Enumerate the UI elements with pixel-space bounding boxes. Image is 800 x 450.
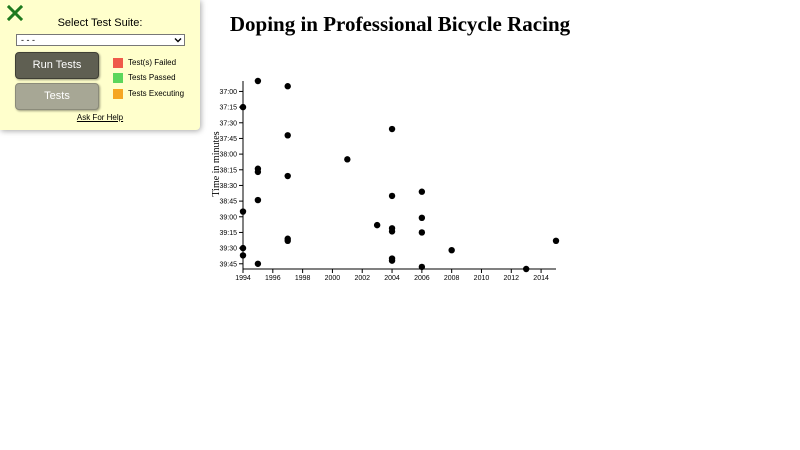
data-point[interactable] — [284, 83, 291, 90]
passed-swatch-icon — [113, 73, 123, 83]
chevron-down-icon — [174, 38, 182, 43]
x-tick-label: 2004 — [384, 275, 400, 282]
close-icon[interactable] — [7, 5, 23, 21]
data-point[interactable] — [418, 214, 426, 222]
y-axis-title: Time in minutes — [211, 131, 222, 196]
y-tick-label: 37:00 — [219, 89, 237, 96]
x-tick-label: 2000 — [325, 275, 341, 282]
data-point[interactable] — [418, 263, 426, 271]
y-tick-label: 38:30 — [219, 183, 237, 190]
x-tick-label: 2010 — [474, 275, 490, 282]
legend-item-passed: Tests Passed — [113, 73, 176, 83]
x-tick-label: 2012 — [503, 275, 519, 282]
chart-title: Doping in Professional Bicycle Racing — [229, 12, 571, 36]
x-tick-label: 2002 — [354, 275, 370, 282]
data-point[interactable] — [284, 172, 291, 180]
x-tick-label: 2008 — [444, 275, 460, 282]
data-point[interactable] — [344, 156, 351, 163]
data-point[interactable] — [388, 257, 396, 264]
data-point[interactable] — [418, 188, 426, 195]
data-point[interactable] — [254, 260, 262, 267]
legend-label-passed: Tests Passed — [128, 73, 176, 82]
test-panel: Select Test Suite: - - - Run Tests Tests… — [0, 0, 200, 130]
axes: 37:00 37:15 37:30 37:45 38:00 38:15 38:30 38:45… — [211, 81, 556, 282]
x-tick-label: 2006 — [414, 275, 430, 282]
data-point[interactable] — [552, 237, 560, 244]
x-tick-label: 1996 — [265, 275, 281, 282]
ask-for-help-link[interactable]: Ask For Help — [76, 113, 124, 122]
legend-label-executing: Tests Executing — [128, 89, 185, 98]
y-tick-label: 39:00 — [219, 214, 237, 221]
x-tick-label: 1994 — [235, 275, 251, 282]
tests-button[interactable]: Tests — [15, 83, 99, 110]
data-point[interactable] — [522, 265, 530, 273]
y-tick-label: 39:45 — [219, 261, 237, 268]
data-point[interactable] — [284, 237, 291, 244]
data-point[interactable] — [448, 247, 455, 254]
data-point[interactable] — [239, 208, 247, 215]
data-point[interactable] — [254, 168, 262, 176]
run-tests-button[interactable]: Run Tests — [15, 52, 99, 79]
data-points — [239, 77, 560, 273]
data-point[interactable] — [284, 132, 291, 139]
x-tick-label: 2014 — [533, 275, 549, 282]
legend-item-failed: Test(s) Failed — [113, 58, 176, 68]
data-point[interactable] — [239, 103, 247, 111]
select-test-suite-label: Select Test Suite: — [57, 17, 143, 29]
data-point[interactable] — [239, 252, 247, 259]
data-point[interactable] — [254, 196, 262, 204]
y-tick-label: 38:15 — [219, 167, 237, 174]
y-tick-label: 38:45 — [219, 199, 237, 206]
data-point[interactable] — [388, 125, 396, 133]
data-point[interactable] — [388, 228, 396, 235]
data-point[interactable] — [388, 192, 396, 200]
executing-swatch-icon — [113, 89, 123, 99]
test-suite-select[interactable]: - - - — [16, 34, 185, 46]
data-point[interactable] — [418, 229, 426, 236]
y-tick-label: 37:30 — [219, 120, 237, 127]
data-point[interactable] — [373, 221, 381, 229]
data-point[interactable] — [239, 244, 247, 252]
data-point[interactable] — [254, 77, 262, 85]
y-tick-label: 39:15 — [219, 230, 237, 237]
y-tick-label: 38:00 — [219, 152, 237, 159]
y-tick-label: 39:30 — [219, 246, 237, 253]
failed-swatch-icon — [113, 58, 123, 68]
y-tick-label: 37:45 — [219, 136, 237, 143]
test-suite-select-value: - - - — [21, 35, 35, 45]
legend-item-executing: Tests Executing — [113, 89, 184, 99]
x-tick-label: 1998 — [295, 275, 311, 282]
legend-label-failed: Test(s) Failed — [128, 58, 177, 67]
y-tick-label: 37:15 — [219, 105, 237, 112]
